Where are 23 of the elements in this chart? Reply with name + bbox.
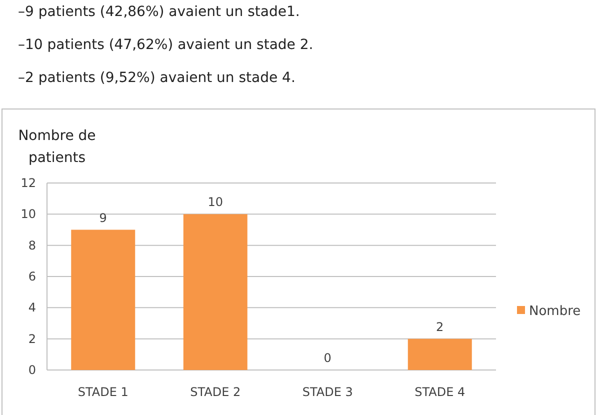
x-tick-label: STADE 1 — [78, 385, 128, 399]
y-tick-label: 2 — [28, 332, 36, 346]
text: –2 patients (9,52%) avaient un stade 4. — [18, 70, 296, 86]
y-tick-label: 6 — [28, 270, 36, 284]
y-tick-label: 12 — [20, 176, 36, 190]
data-label: 10 — [208, 195, 224, 210]
x-tick-label: STADE 4 — [414, 385, 466, 399]
bar — [71, 230, 136, 370]
y-tick-label: 0 — [28, 363, 36, 377]
y-tick-label: 8 — [28, 238, 36, 252]
data-label: 9 — [99, 210, 107, 225]
text: –9 patients (42,86%) avaient un stade1. — [18, 4, 300, 20]
data-label: 0 — [324, 351, 332, 365]
y-axis-title: Nombre de patients — [18, 128, 96, 166]
text: –10 patients (47,62%) avaient un stade 2. — [18, 37, 314, 53]
bar — [408, 338, 472, 370]
data-label: 2 — [436, 320, 444, 334]
y-tick-label: 10 — [20, 207, 36, 222]
bar — [183, 214, 248, 370]
x-tick-label: STADE 3 — [302, 385, 353, 399]
y-tick-label: 4 — [28, 300, 36, 315]
x-tick-label: STADE 2 — [190, 385, 241, 399]
legend-label: Nombre — [529, 304, 581, 319]
